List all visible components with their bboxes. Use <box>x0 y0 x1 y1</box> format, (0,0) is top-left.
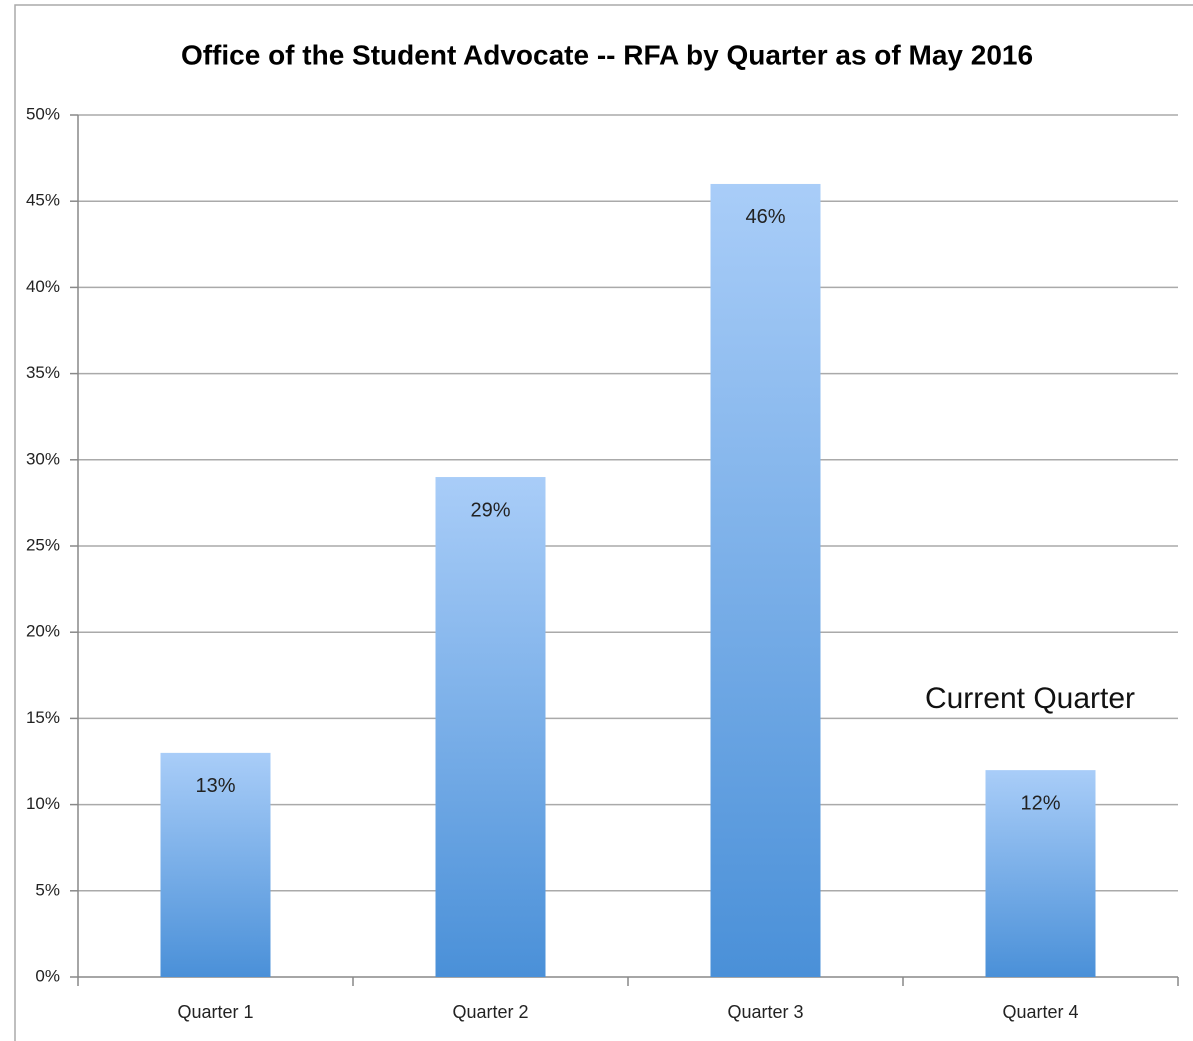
y-tick-label: 20% <box>26 622 60 641</box>
x-tick-label: Quarter 4 <box>1002 1002 1078 1022</box>
x-tick-label: Quarter 3 <box>727 1002 803 1022</box>
y-tick-label: 0% <box>35 966 60 985</box>
value-label: 13% <box>195 775 235 797</box>
y-tick-label: 30% <box>26 449 60 468</box>
y-tick-label: 10% <box>26 794 60 813</box>
value-label: 29% <box>470 499 510 521</box>
y-tick-label: 15% <box>26 708 60 727</box>
y-tick-label: 5% <box>35 880 60 899</box>
x-tick-label: Quarter 1 <box>177 1002 253 1022</box>
bar <box>435 477 546 977</box>
y-tick-label: 35% <box>26 363 60 382</box>
value-label: 12% <box>1020 792 1060 814</box>
y-tick-label: 50% <box>26 104 60 123</box>
x-tick-label: Quarter 2 <box>452 1002 528 1022</box>
y-tick-label: 45% <box>26 191 60 210</box>
bar <box>985 770 1096 977</box>
value-label: 46% <box>745 206 785 228</box>
frame <box>14 4 1193 1041</box>
bar <box>160 752 271 977</box>
y-tick-label: 40% <box>26 277 60 296</box>
y-tick-label: 25% <box>26 535 60 554</box>
annotation: Current Quarter <box>925 682 1135 715</box>
bar <box>710 183 821 977</box>
chart-title: Office of the Student Advocate -- RFA by… <box>181 39 1033 70</box>
